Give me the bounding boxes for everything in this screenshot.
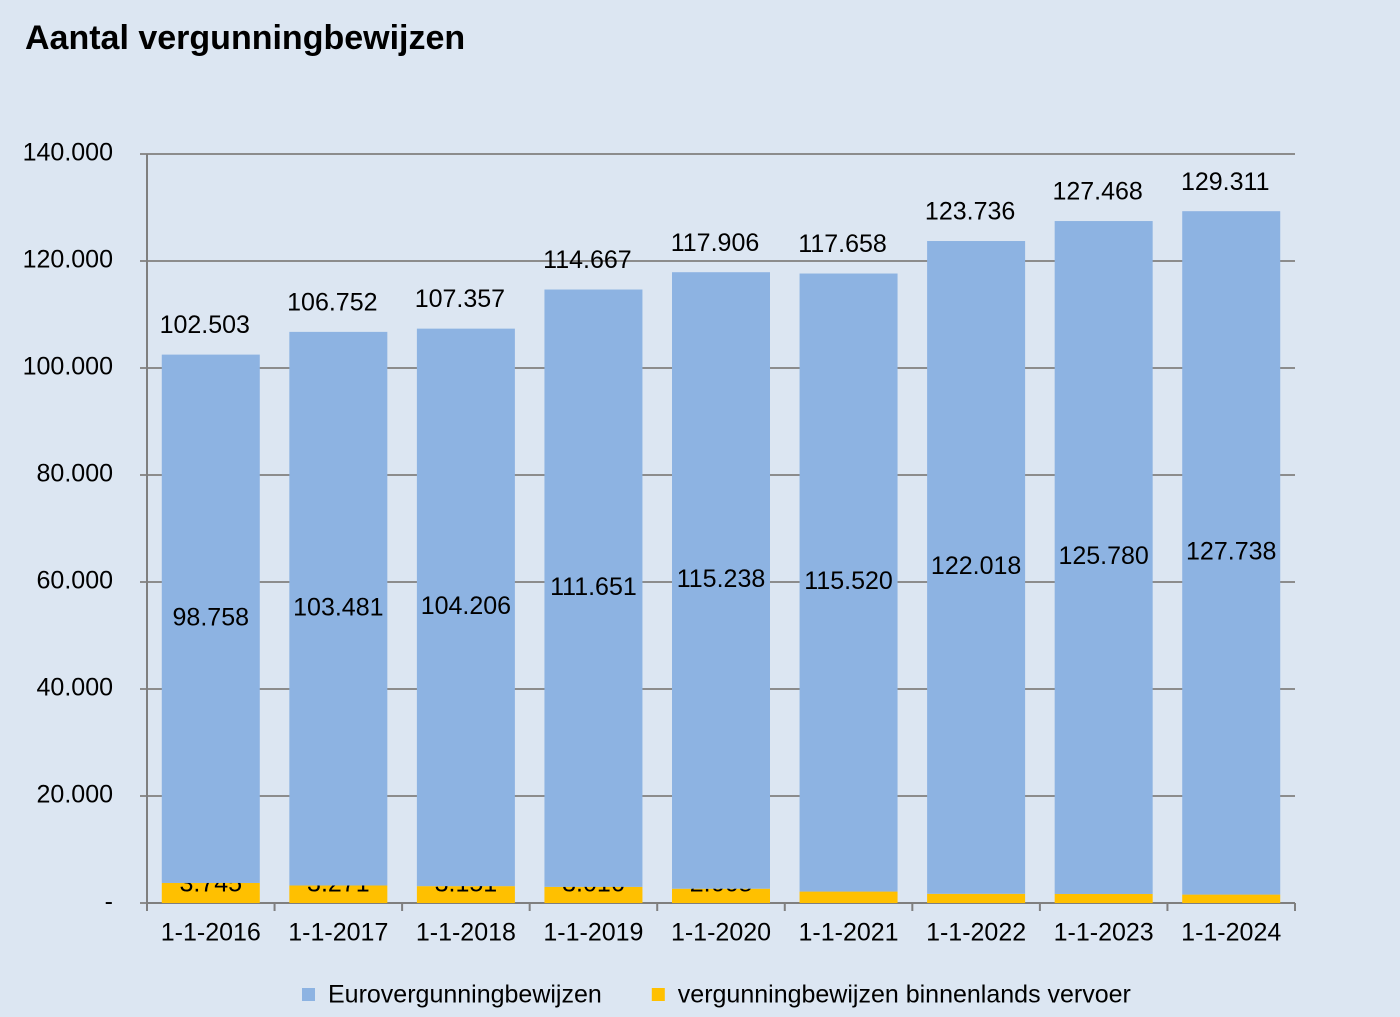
bar-segment (672, 272, 770, 889)
value-label: 115.238 (677, 565, 766, 593)
total-label: 123.736 (925, 198, 1015, 226)
bar-segment (289, 331, 388, 886)
x-tick-label: 1-1-2024 (1181, 919, 1281, 947)
x-tick-label: 1-1-2016 (161, 919, 261, 947)
value-label: 104.206 (421, 592, 511, 620)
x-tick-label: 1-1-2017 (288, 919, 388, 947)
x-tick-label: 1-1-2023 (1054, 919, 1154, 947)
y-tick-label: 60.000 (37, 567, 113, 595)
value-label: 111.651 (550, 573, 637, 601)
x-tick-label: 1-1-2021 (799, 919, 899, 947)
bar-segment (672, 888, 770, 903)
bar-segment (799, 891, 898, 903)
x-tick-label: 1-1-2020 (671, 919, 771, 947)
y-tick-label: 20.000 (37, 781, 113, 809)
bar-segment (161, 882, 260, 903)
bar-segment (289, 885, 388, 903)
bar-segment (1054, 221, 1153, 894)
total-label: 129.311 (1181, 168, 1270, 196)
total-label: 102.503 (160, 311, 250, 339)
chart-title: Aantal vergunningbewijzen (25, 19, 465, 57)
value-label: 122.018 (931, 552, 1021, 580)
bar-segment (416, 328, 515, 887)
bar-segment (799, 273, 898, 892)
bar-segment (927, 241, 1026, 894)
bar-segment (544, 289, 643, 887)
bar-segment (1054, 893, 1153, 903)
value-label: 103.481 (293, 593, 383, 621)
legend-swatch (302, 988, 315, 1001)
total-label: 117.906 (671, 229, 760, 257)
bar-segment (1182, 211, 1281, 895)
x-tick-label: 1-1-2018 (416, 919, 516, 947)
value-label: 98.758 (173, 603, 249, 631)
legend-swatch (651, 988, 665, 1001)
value-label: 125.780 (1058, 542, 1148, 570)
total-label: 114.667 (543, 246, 632, 274)
bar-segment (1182, 894, 1281, 903)
total-label: 127.468 (1052, 178, 1142, 206)
bar-segment (161, 354, 260, 883)
y-tick-label: 40.000 (37, 674, 113, 702)
x-tick-label: 1-1-2019 (543, 919, 643, 947)
y-tick-label: 100.000 (23, 353, 113, 381)
total-label: 106.752 (287, 288, 377, 316)
y-tick-label: - (105, 888, 113, 916)
y-tick-label: 120.000 (23, 246, 113, 274)
legend-label: vergunningbewijzen binnenlands vervoer (678, 981, 1131, 1009)
value-label: 127.738 (1186, 537, 1276, 565)
total-label: 117.658 (798, 230, 887, 258)
value-label: 115.520 (804, 567, 893, 595)
legend-label: Eurovergunningbewijzen (328, 981, 602, 1009)
y-tick-label: 140.000 (23, 139, 113, 167)
bar-segment (544, 886, 643, 903)
y-tick-label: 80.000 (37, 460, 113, 488)
total-label: 107.357 (415, 285, 505, 313)
x-tick-label: 1-1-2022 (926, 919, 1026, 947)
bar-segment (416, 886, 515, 903)
bar-segment (927, 893, 1026, 903)
